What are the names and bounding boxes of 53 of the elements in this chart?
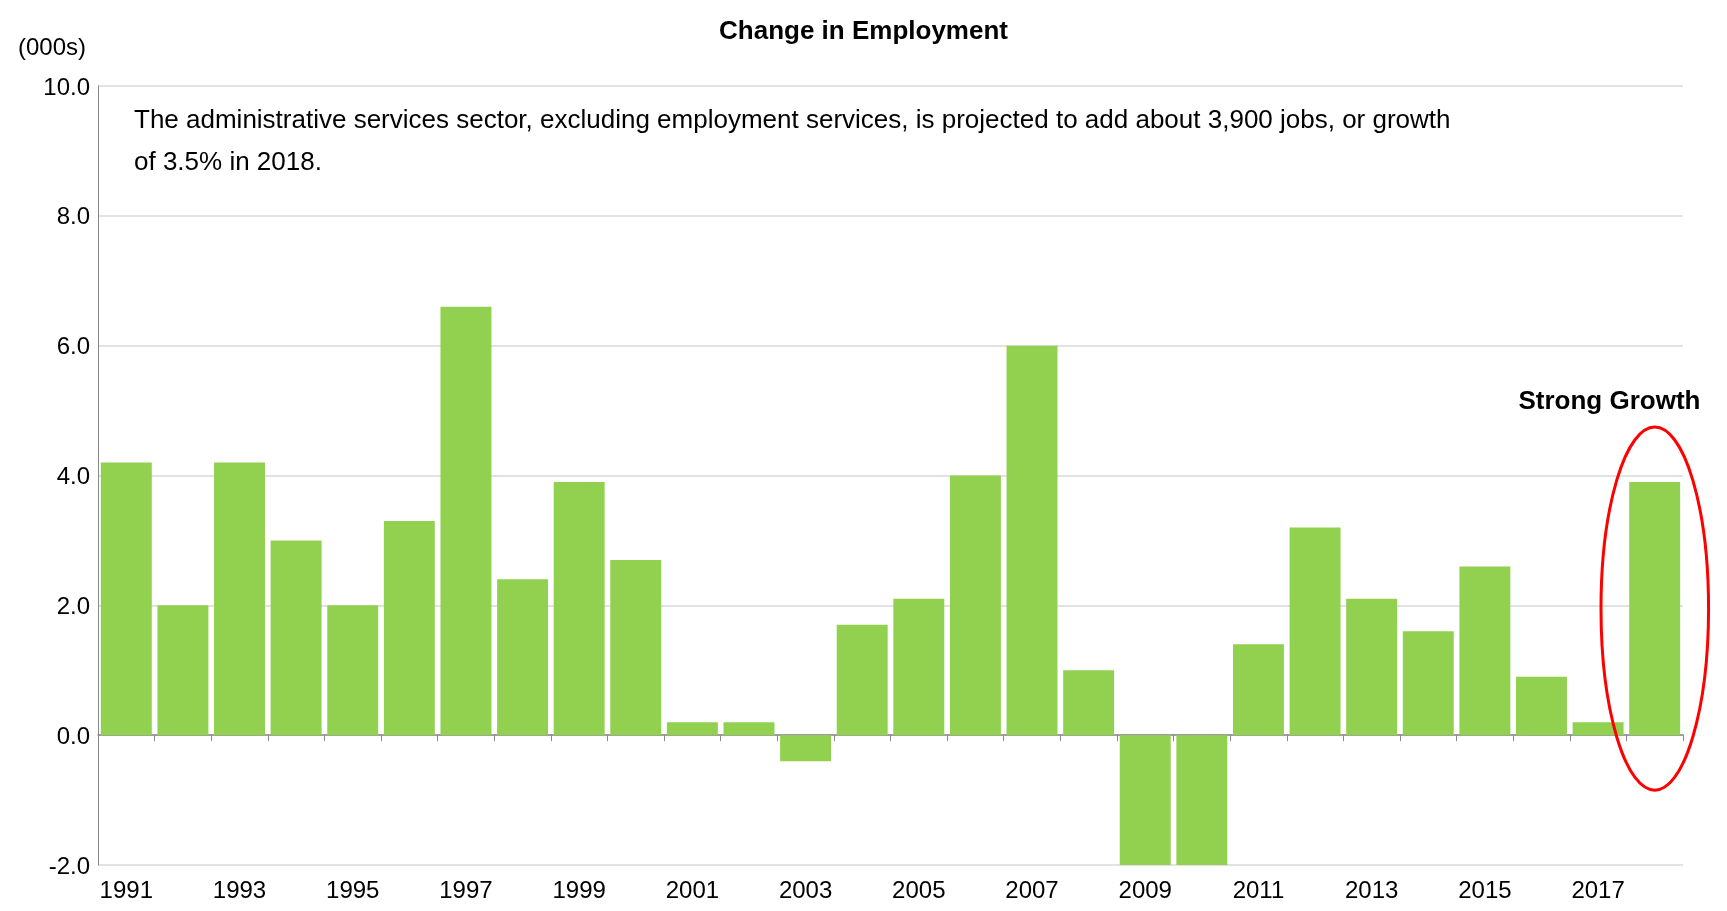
bar xyxy=(1572,722,1624,736)
bar xyxy=(1176,735,1228,865)
bar xyxy=(497,579,549,736)
bar xyxy=(270,540,322,736)
bar xyxy=(327,605,379,736)
x-tick-label: 1997 xyxy=(439,875,493,903)
bar xyxy=(1516,676,1567,736)
y-axis-title: (000s) xyxy=(17,32,86,60)
x-tick-label: 2001 xyxy=(665,875,720,903)
x-tick-label: 1993 xyxy=(212,875,267,903)
bar xyxy=(440,306,492,736)
bar xyxy=(1006,345,1058,736)
bar xyxy=(1232,644,1284,736)
y-tick-label: -2.0 xyxy=(48,851,90,879)
y-tick-label: 10.0 xyxy=(43,72,90,100)
bar xyxy=(1402,631,1454,736)
bar xyxy=(1459,566,1511,736)
x-tick-label: 2013 xyxy=(1344,875,1399,903)
y-tick-label: 2.0 xyxy=(56,591,90,619)
bar xyxy=(553,481,605,736)
x-tick-label: 2009 xyxy=(1118,875,1172,903)
x-tick-label: 1995 xyxy=(326,875,380,903)
x-tick-label: 2007 xyxy=(1005,875,1059,903)
y-tick-label: 8.0 xyxy=(56,202,90,230)
x-tick-label: 2005 xyxy=(892,875,946,903)
bar xyxy=(100,462,152,736)
bar xyxy=(1063,670,1115,736)
bar xyxy=(157,605,209,736)
bar xyxy=(1119,735,1171,865)
bar xyxy=(610,559,662,736)
annotation: Strong Growth xyxy=(1518,384,1701,415)
bar xyxy=(780,735,832,762)
bar xyxy=(836,624,888,736)
y-tick-label: 4.0 xyxy=(56,462,90,489)
x-tick-label: 1999 xyxy=(552,875,606,903)
bar xyxy=(383,520,435,736)
bar xyxy=(666,722,718,736)
y-tick-label: 6.0 xyxy=(56,332,90,360)
bar xyxy=(949,475,1001,736)
x-tick-label: 1991 xyxy=(99,875,153,903)
bar xyxy=(1346,598,1398,736)
x-tick-label: 2015 xyxy=(1458,875,1512,903)
x-tick-label: 2017 xyxy=(1571,875,1625,903)
chart-title: Change in Employment xyxy=(719,15,1009,45)
annotation: The administrative services sector, excluding employment services, is projected to add about 3,900 jobs, or growth of 3.5% in 2018. xyxy=(134,104,1458,176)
x-tick-label: 2011 xyxy=(1232,875,1285,903)
bar xyxy=(893,598,945,736)
bar xyxy=(214,462,265,736)
bar xyxy=(1629,481,1681,736)
y-tick-label: 0.0 xyxy=(56,721,90,749)
x-tick-label: 2003 xyxy=(778,875,833,903)
bar xyxy=(1289,527,1341,736)
bar xyxy=(723,722,775,736)
